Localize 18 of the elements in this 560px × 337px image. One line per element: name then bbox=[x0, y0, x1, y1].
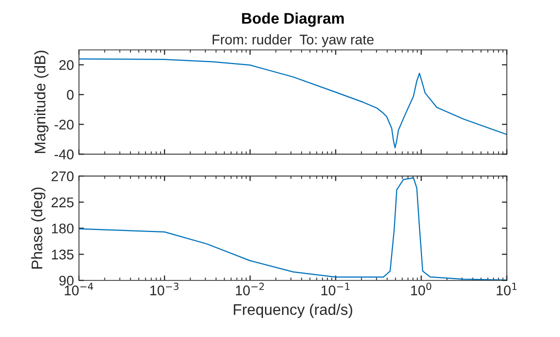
chart-title: Bode Diagram bbox=[242, 12, 344, 27]
x-tick-label: 10$^{1}$ bbox=[496, 282, 517, 296]
x-tick-label: 10$^{−1}$ bbox=[322, 282, 350, 296]
y-axis-title: Phase (deg) bbox=[31, 188, 46, 269]
y-tick-label: 180 bbox=[52, 224, 74, 234]
x-tick-label: 10$^{−3}$ bbox=[150, 282, 178, 296]
y-tick-label: 0 bbox=[66, 90, 74, 100]
x-tick-label: 10$^{−2}$ bbox=[236, 282, 264, 296]
y-axis-title: Magnitude (dB) bbox=[34, 50, 48, 153]
y-tick-label: -20 bbox=[54, 120, 74, 130]
y-tick-label: -40 bbox=[54, 150, 74, 160]
x-axis-title: Frequency (rad/s) bbox=[234, 304, 352, 318]
y-tick-label: 225 bbox=[52, 197, 74, 208]
y-tick-label: 135 bbox=[52, 250, 74, 260]
y-tick-label: 20 bbox=[59, 60, 74, 70]
chart-subtitle: From: rudder To: yaw rate bbox=[212, 34, 374, 48]
y-tick-label: 270 bbox=[52, 171, 74, 182]
x-tick-label: 10$^{0}$ bbox=[411, 282, 432, 296]
